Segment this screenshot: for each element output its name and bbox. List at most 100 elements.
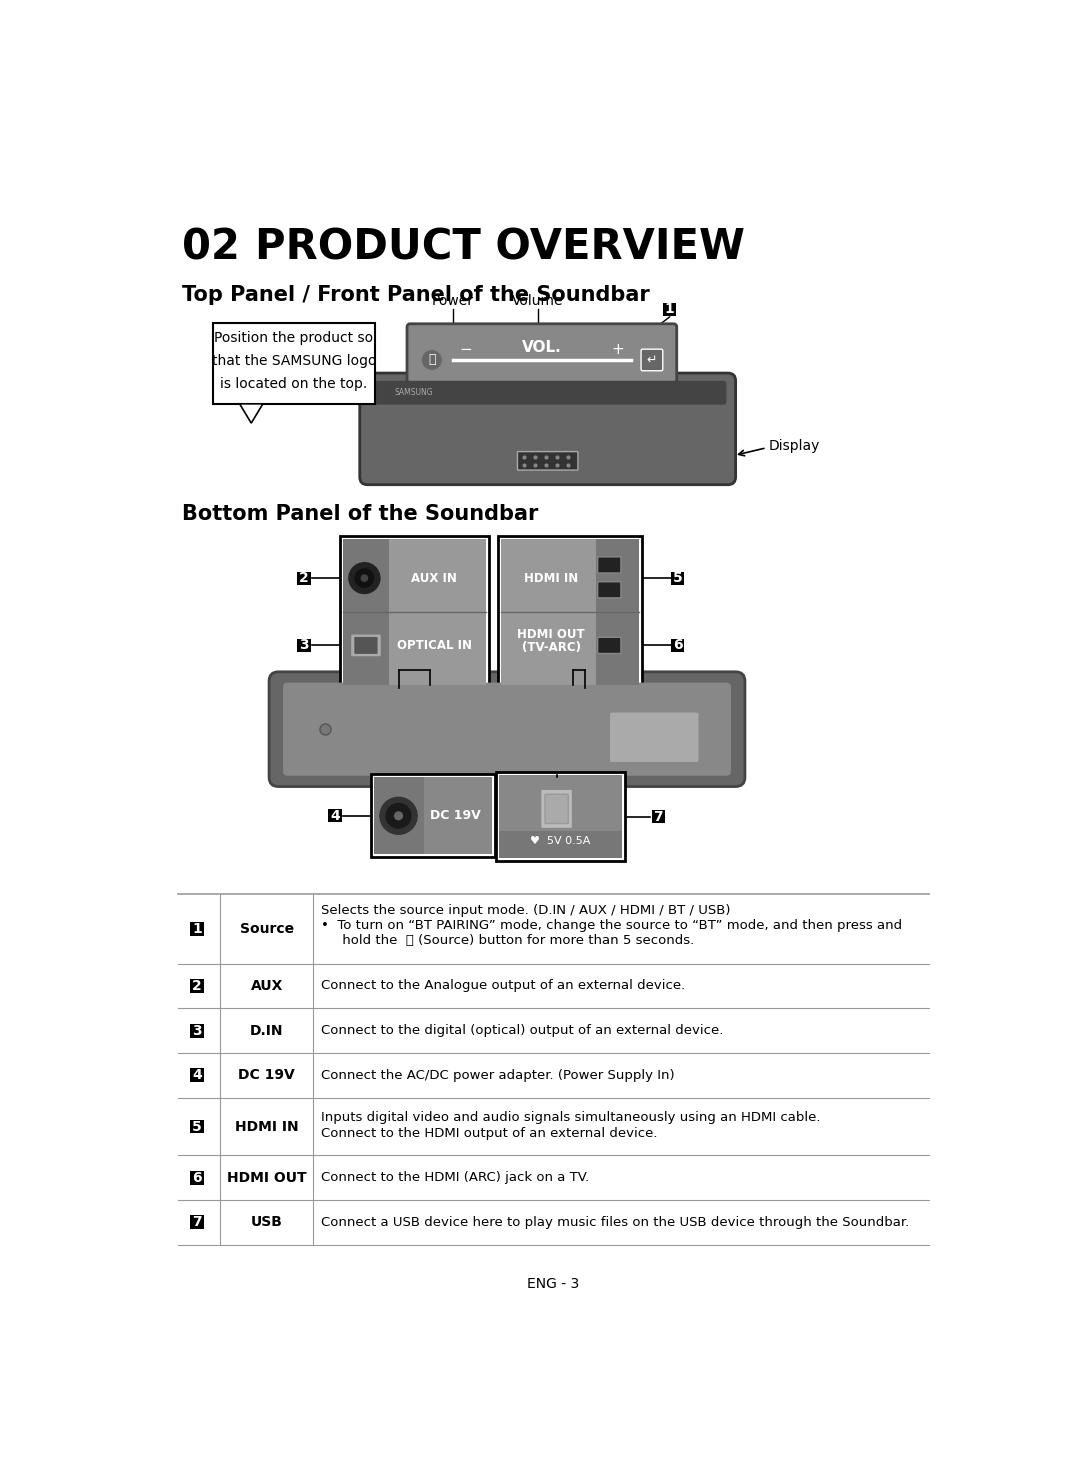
FancyBboxPatch shape	[297, 639, 311, 652]
Polygon shape	[240, 404, 262, 423]
FancyBboxPatch shape	[671, 571, 684, 584]
Text: 7: 7	[653, 809, 663, 824]
FancyBboxPatch shape	[190, 1068, 204, 1083]
FancyBboxPatch shape	[540, 788, 572, 828]
Text: 4: 4	[330, 809, 340, 822]
FancyBboxPatch shape	[354, 637, 378, 654]
FancyBboxPatch shape	[597, 637, 621, 654]
FancyBboxPatch shape	[663, 303, 676, 315]
Text: 5: 5	[673, 571, 683, 586]
FancyBboxPatch shape	[651, 810, 664, 824]
FancyBboxPatch shape	[496, 772, 625, 861]
FancyBboxPatch shape	[596, 538, 638, 685]
Text: 3: 3	[299, 639, 309, 652]
Text: Selects the source input mode. (D.IN / AUX / HDMI / BT / USB): Selects the source input mode. (D.IN / A…	[321, 904, 730, 917]
FancyBboxPatch shape	[190, 921, 204, 936]
Text: Connect a USB device here to play music files on the USB device through the Soun: Connect a USB device here to play music …	[321, 1216, 909, 1229]
Text: Connect to the HDMI output of an external device.: Connect to the HDMI output of an externa…	[321, 1127, 658, 1140]
FancyBboxPatch shape	[671, 639, 684, 652]
Text: Top Panel / Front Panel of the Soundbar: Top Panel / Front Panel of the Soundbar	[181, 284, 649, 305]
FancyBboxPatch shape	[374, 778, 491, 855]
FancyBboxPatch shape	[342, 538, 389, 685]
Circle shape	[362, 575, 367, 581]
FancyBboxPatch shape	[374, 778, 424, 855]
Text: USB: USB	[251, 1216, 283, 1229]
Text: 4: 4	[192, 1068, 202, 1083]
FancyBboxPatch shape	[407, 324, 677, 385]
FancyBboxPatch shape	[369, 380, 727, 405]
Circle shape	[380, 797, 417, 834]
FancyBboxPatch shape	[360, 373, 735, 485]
Text: HDMI OUT: HDMI OUT	[517, 629, 585, 642]
Text: 2: 2	[192, 979, 202, 992]
Text: ⏻: ⏻	[428, 353, 435, 367]
Text: DC 19V: DC 19V	[239, 1068, 295, 1083]
FancyBboxPatch shape	[190, 1120, 204, 1133]
Text: ♥  5V 0.5A: ♥ 5V 0.5A	[530, 836, 591, 846]
Text: 2: 2	[299, 571, 309, 586]
Text: 7: 7	[192, 1216, 202, 1229]
Text: SAMSUNG: SAMSUNG	[394, 387, 433, 396]
FancyBboxPatch shape	[597, 581, 621, 598]
Circle shape	[349, 562, 380, 593]
Text: Position the product so
that the SAMSUNG logo
is located on the top.: Position the product so that the SAMSUNG…	[212, 331, 376, 390]
FancyBboxPatch shape	[517, 451, 578, 470]
Text: HDMI IN: HDMI IN	[524, 571, 578, 584]
Text: ↵: ↵	[647, 353, 657, 367]
FancyBboxPatch shape	[499, 775, 622, 858]
FancyBboxPatch shape	[350, 634, 381, 657]
Text: Volume: Volume	[512, 294, 564, 308]
FancyBboxPatch shape	[269, 671, 745, 787]
Text: Inputs digital video and audio signals simultaneously using an HDMI cable.: Inputs digital video and audio signals s…	[321, 1112, 821, 1124]
Text: hold the  ⦿ (Source) button for more than 5 seconds.: hold the ⦿ (Source) button for more than…	[321, 935, 694, 948]
Text: HDMI OUT: HDMI OUT	[227, 1171, 307, 1185]
Text: Display: Display	[768, 439, 820, 453]
FancyBboxPatch shape	[190, 1023, 204, 1038]
FancyBboxPatch shape	[328, 809, 341, 822]
Text: (TV-ARC): (TV-ARC)	[522, 640, 581, 654]
Circle shape	[422, 351, 441, 370]
FancyBboxPatch shape	[342, 538, 486, 685]
Text: OPTICAL IN: OPTICAL IN	[396, 639, 472, 652]
Text: ENG - 3: ENG - 3	[527, 1276, 580, 1291]
Text: Connect to the digital (optical) output of an external device.: Connect to the digital (optical) output …	[321, 1023, 724, 1037]
FancyBboxPatch shape	[545, 794, 568, 824]
Text: Connect the AC/DC power adapter. (Power Supply In): Connect the AC/DC power adapter. (Power …	[321, 1069, 675, 1081]
FancyBboxPatch shape	[597, 558, 621, 572]
Text: 6: 6	[673, 639, 683, 652]
FancyBboxPatch shape	[499, 831, 622, 858]
Text: 6: 6	[192, 1171, 202, 1185]
FancyBboxPatch shape	[213, 322, 375, 404]
FancyBboxPatch shape	[370, 774, 495, 858]
Text: Connect to the Analogue output of an external device.: Connect to the Analogue output of an ext…	[321, 979, 685, 992]
Text: •  To turn on “BT PAIRING” mode, change the source to “BT” mode, and then press : • To turn on “BT PAIRING” mode, change t…	[321, 918, 902, 932]
Text: DC 19V: DC 19V	[430, 809, 481, 822]
Text: 1: 1	[192, 921, 202, 936]
Text: PRODUCT OVERVIEW: PRODUCT OVERVIEW	[255, 226, 745, 269]
Text: AUX: AUX	[251, 979, 283, 992]
Circle shape	[355, 569, 374, 587]
Text: +: +	[611, 342, 624, 356]
Text: AUX IN: AUX IN	[411, 571, 457, 584]
Circle shape	[387, 803, 410, 828]
FancyBboxPatch shape	[339, 535, 489, 688]
Text: D.IN: D.IN	[249, 1023, 283, 1038]
FancyBboxPatch shape	[190, 1171, 204, 1185]
Text: VOL.: VOL.	[522, 340, 562, 355]
FancyBboxPatch shape	[190, 1216, 204, 1229]
FancyBboxPatch shape	[498, 535, 642, 688]
Text: HDMI IN: HDMI IN	[235, 1120, 298, 1133]
Circle shape	[394, 812, 403, 819]
Text: 5: 5	[192, 1120, 202, 1133]
FancyBboxPatch shape	[642, 349, 663, 371]
Text: Source: Source	[240, 921, 294, 936]
FancyBboxPatch shape	[190, 979, 204, 992]
Text: Bottom Panel of the Soundbar: Bottom Panel of the Soundbar	[181, 504, 538, 524]
Text: 3: 3	[192, 1023, 202, 1038]
Text: Connect to the HDMI (ARC) jack on a TV.: Connect to the HDMI (ARC) jack on a TV.	[321, 1171, 590, 1185]
Text: −: −	[460, 342, 472, 356]
Text: 02: 02	[181, 226, 240, 269]
Text: 1: 1	[665, 302, 675, 317]
FancyBboxPatch shape	[609, 711, 699, 763]
FancyBboxPatch shape	[283, 683, 731, 776]
